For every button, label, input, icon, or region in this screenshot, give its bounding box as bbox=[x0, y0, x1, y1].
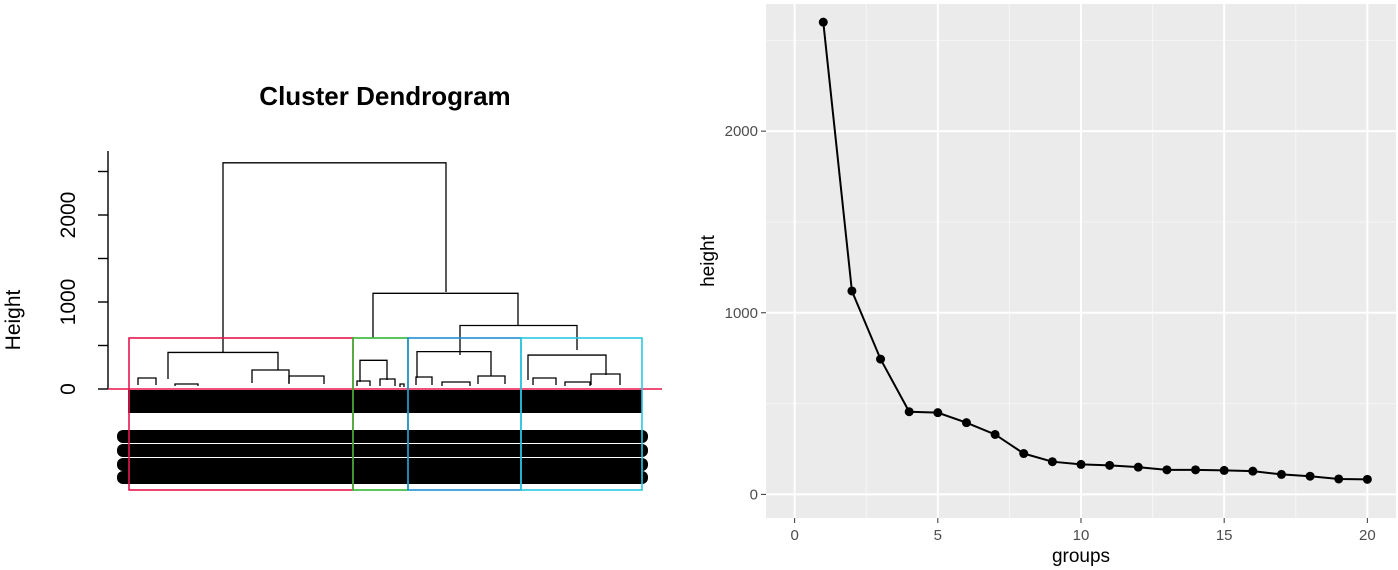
data-point bbox=[1362, 474, 1372, 484]
series-line bbox=[822, 22, 1368, 481]
y-tick-label: 2000 bbox=[725, 123, 758, 140]
dendrogram-link bbox=[441, 381, 471, 386]
data-point bbox=[904, 407, 914, 417]
data-point bbox=[847, 286, 857, 296]
dendrogram-link bbox=[174, 383, 199, 386]
data-point bbox=[1276, 469, 1286, 479]
x-tick-label: 5 bbox=[934, 527, 942, 544]
data-point bbox=[876, 354, 886, 364]
x-tick-label: 10 bbox=[1073, 527, 1090, 544]
dendrogram-link bbox=[416, 350, 492, 378]
data-point bbox=[1076, 459, 1086, 469]
dendrogram-content: 0 1000 2000 bbox=[57, 151, 662, 491]
dendrogram-link bbox=[590, 373, 621, 385]
dendrogram-leaf-labels bbox=[117, 458, 648, 471]
dendrogram-link bbox=[288, 375, 325, 384]
data-point bbox=[1191, 465, 1201, 475]
dendrogram-link bbox=[372, 292, 519, 338]
data-point bbox=[1305, 471, 1315, 481]
data-point bbox=[1133, 462, 1143, 472]
plot-ticks: 0 5 10 15 20 0 1000 2000 bbox=[725, 123, 1376, 544]
data-point bbox=[1334, 474, 1344, 484]
y-tick-label: 0 bbox=[750, 486, 758, 503]
x-tick-label: 15 bbox=[1216, 527, 1233, 544]
dendrogram-link bbox=[222, 162, 447, 352]
dendrogram-link bbox=[477, 375, 506, 384]
x-tick-label: 0 bbox=[790, 527, 798, 544]
dendrogram-leaf-labels bbox=[117, 444, 648, 457]
dendrogram-link bbox=[137, 377, 157, 385]
y-tick-label: 1000 bbox=[725, 305, 758, 322]
data-point bbox=[1105, 460, 1115, 470]
line-x-axis-label: groups bbox=[1052, 546, 1110, 567]
data-point bbox=[990, 429, 1000, 439]
dendrogram-y-tick-label: 0 bbox=[57, 383, 80, 395]
data-point bbox=[1162, 465, 1172, 475]
dendrogram-chart: Cluster Dendrogram Height 0 1000 2000 bbox=[2, 81, 662, 491]
dendrogram-y-axis-label: Height bbox=[2, 289, 25, 350]
dendrogram-link bbox=[356, 380, 371, 386]
data-point bbox=[1219, 465, 1229, 475]
dendrogram-y-tick-label: 2000 bbox=[57, 192, 80, 239]
elbow-line-chart: 0 5 10 15 20 0 1000 2000 groups height bbox=[698, 4, 1396, 567]
dendrogram-link bbox=[527, 354, 607, 380]
dendrogram-link bbox=[251, 369, 290, 383]
dendrogram-leaf-labels bbox=[117, 471, 648, 484]
dendrogram-link bbox=[379, 378, 396, 386]
x-tick-label: 20 bbox=[1359, 527, 1376, 544]
line-y-axis-label: height bbox=[698, 234, 719, 286]
data-point bbox=[1019, 449, 1029, 459]
dendrogram-link bbox=[167, 351, 279, 379]
dendrogram-cluster-box bbox=[520, 337, 643, 491]
plot-grid bbox=[766, 4, 1396, 518]
dendrogram-leaf-labels bbox=[128, 390, 642, 413]
plot-marks bbox=[818, 17, 1372, 484]
dendrogram-link bbox=[564, 381, 591, 386]
data-point bbox=[1248, 466, 1258, 476]
data-point bbox=[933, 408, 943, 418]
dendrogram-link bbox=[359, 359, 388, 382]
dendrogram-leaf-labels bbox=[117, 430, 648, 443]
dendrogram-link bbox=[459, 324, 578, 355]
dendrogram-title: Cluster Dendrogram bbox=[259, 81, 510, 111]
dendrogram-link bbox=[532, 377, 557, 385]
data-point bbox=[1047, 457, 1057, 467]
data-point bbox=[961, 418, 971, 428]
dendrogram-y-tick-label: 1000 bbox=[57, 279, 80, 326]
data-point bbox=[818, 17, 828, 27]
dendrogram-link bbox=[399, 383, 405, 387]
dendrogram-link bbox=[415, 376, 433, 385]
